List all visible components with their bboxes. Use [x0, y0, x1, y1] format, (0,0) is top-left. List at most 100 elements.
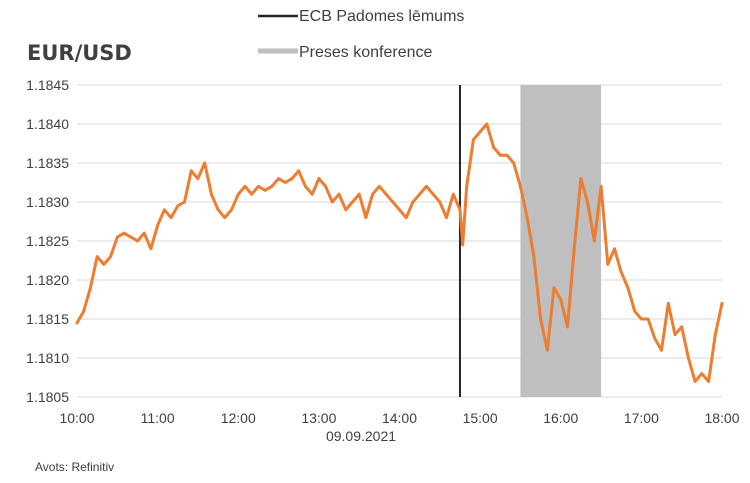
gridlines	[77, 84, 722, 398]
series-point	[720, 302, 724, 305]
series-point	[680, 325, 684, 329]
legend-press-label: Preses konference	[299, 44, 433, 61]
series-point	[156, 224, 160, 227]
series-point	[317, 177, 321, 181]
series-point	[626, 286, 630, 290]
series-point	[418, 192, 422, 196]
series-point	[552, 286, 556, 290]
series-point	[82, 309, 86, 313]
y-tick-label: 1.1845	[26, 77, 69, 93]
y-tick-label: 1.1835	[26, 155, 69, 171]
series-point	[162, 208, 166, 212]
series-point	[613, 247, 616, 251]
series-point	[203, 161, 207, 165]
series-point	[290, 177, 294, 181]
series-point	[673, 333, 677, 336]
series-point	[424, 185, 428, 188]
series-point	[465, 185, 469, 188]
series-point	[586, 200, 590, 204]
x-tick-label: 12:00	[221, 410, 256, 426]
series-point	[519, 185, 522, 188]
date-label: 09.09.2021	[326, 428, 396, 444]
series-point	[263, 188, 267, 192]
series-point	[572, 247, 576, 251]
series-point	[230, 208, 233, 212]
x-tick-label: 15:00	[463, 410, 498, 426]
source-note: Avots: Refinitiv	[35, 460, 114, 474]
series-point	[666, 302, 670, 305]
x-tick-label: 10:00	[59, 410, 94, 426]
press-conference-band	[520, 85, 602, 397]
series-point	[364, 216, 368, 220]
series-point	[633, 309, 637, 313]
series-point	[297, 169, 301, 173]
series-point	[102, 263, 106, 266]
series-point	[129, 235, 133, 239]
series-point	[472, 138, 475, 142]
series-point	[492, 146, 495, 149]
series-point	[115, 235, 119, 239]
series-point	[687, 356, 690, 360]
y-tick-label: 1.1830	[26, 194, 69, 210]
x-tick-label: 17:00	[624, 410, 659, 426]
series-point	[250, 192, 254, 196]
series-point	[142, 231, 146, 235]
series-point	[579, 177, 583, 181]
y-tick-label: 1.1810	[26, 350, 69, 366]
series-point	[169, 216, 173, 220]
series-point	[606, 263, 610, 266]
series-point	[75, 321, 79, 325]
chart-title: EUR/USD	[27, 41, 132, 65]
series-point	[713, 333, 717, 336]
series-point	[109, 255, 112, 258]
series-point	[545, 348, 549, 352]
series-point	[357, 192, 361, 196]
series-point	[431, 192, 435, 196]
series-point	[223, 216, 227, 220]
y-axis-ticks: 1.1845 1.1840 1.1835 1.1830 1.1825 1.1820 1.18…	[26, 77, 69, 405]
series-point	[566, 325, 569, 329]
series-point	[438, 200, 442, 204]
series-point	[660, 348, 663, 352]
series-point	[243, 185, 247, 188]
y-tick-label: 1.1805	[26, 389, 69, 405]
x-tick-label: 16:00	[543, 410, 578, 426]
x-tick-label: 18:00	[704, 410, 739, 426]
series-point	[304, 185, 307, 188]
y-tick-label: 1.1840	[26, 116, 69, 132]
series-point	[693, 380, 697, 383]
series-point	[505, 153, 509, 157]
series-point	[592, 239, 596, 243]
series-point	[283, 181, 287, 184]
series-point	[478, 130, 482, 134]
series-point	[404, 216, 408, 220]
x-tick-label: 13:00	[301, 410, 336, 426]
series-points	[75, 122, 724, 383]
series-point	[532, 255, 536, 258]
series-point	[89, 286, 92, 290]
x-tick-label: 11:00	[141, 410, 175, 426]
series-point	[351, 200, 354, 204]
series-point	[122, 231, 126, 235]
series-point	[411, 200, 415, 204]
series-point	[149, 247, 153, 251]
series-point	[216, 208, 220, 212]
series-point	[176, 204, 180, 208]
series-point	[391, 200, 395, 204]
series-point	[330, 200, 334, 204]
series-point	[525, 216, 529, 220]
y-tick-label: 1.1820	[26, 272, 69, 288]
series-point	[371, 192, 375, 196]
series-point	[445, 216, 448, 220]
series-point	[707, 380, 710, 383]
series-point	[236, 192, 240, 196]
series-point	[183, 200, 186, 204]
series-point	[653, 337, 657, 340]
series-point	[136, 239, 139, 243]
series-point	[512, 161, 516, 165]
series-point	[377, 185, 381, 188]
series-point	[95, 255, 99, 258]
series-point	[599, 185, 603, 188]
series-point	[310, 192, 314, 196]
series-point	[458, 208, 462, 212]
